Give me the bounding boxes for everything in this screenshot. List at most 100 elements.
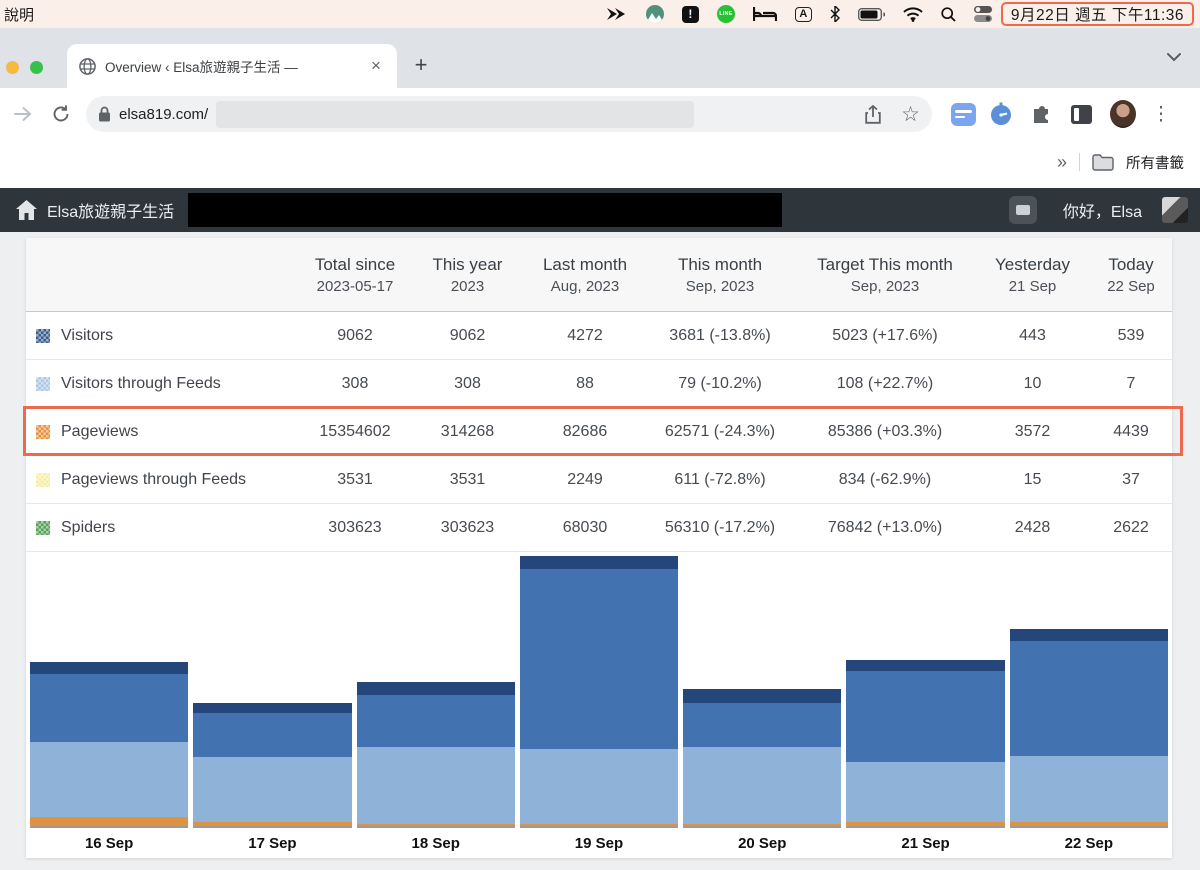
stat-value: 9062 bbox=[410, 327, 525, 345]
lock-icon[interactable] bbox=[98, 106, 111, 122]
row-label-cell: Visitors through Feeds bbox=[26, 375, 300, 393]
chart-bar bbox=[1010, 629, 1168, 828]
table-row: Pageviews through Feeds353135312249611 (… bbox=[26, 456, 1172, 504]
stat-value: 2428 bbox=[975, 519, 1090, 537]
chart-x-label: 16 Sep bbox=[30, 828, 188, 858]
bar-segment-light bbox=[193, 757, 351, 822]
row-label: Pageviews bbox=[61, 423, 138, 441]
table-row: Visitors9062906242723681 (-13.8%)5023 (+… bbox=[26, 312, 1172, 360]
bar-segment-dark bbox=[520, 556, 678, 569]
user-greeting-link[interactable]: 你好，Elsa bbox=[1063, 198, 1142, 222]
extension-timer-icon[interactable] bbox=[988, 102, 1014, 126]
bar-segment-medium bbox=[683, 703, 841, 747]
mountain-app-icon[interactable] bbox=[646, 5, 664, 23]
globe-favicon bbox=[79, 58, 96, 75]
reload-button[interactable] bbox=[48, 105, 74, 123]
chart-bar bbox=[193, 703, 351, 828]
legend-swatch bbox=[36, 425, 50, 439]
shortcuts-icon[interactable] bbox=[606, 7, 628, 21]
stat-value: 303623 bbox=[300, 519, 410, 537]
legend-swatch bbox=[36, 377, 50, 391]
stat-value: 76842 (+13.0%) bbox=[795, 519, 975, 537]
bar-segment-dark bbox=[846, 660, 1004, 671]
bookmark-star-icon[interactable]: ☆ bbox=[901, 102, 920, 127]
side-panel-icon[interactable] bbox=[1068, 105, 1094, 124]
stat-value: 62571 (-24.3%) bbox=[645, 423, 795, 441]
line-icon[interactable]: LINE bbox=[717, 5, 735, 23]
row-label-cell: Spiders bbox=[26, 519, 300, 537]
profile-avatar[interactable] bbox=[1110, 100, 1136, 128]
macos-menu-bar: 說明 ! LINE A 9月22日 週五 下午11:36 bbox=[0, 0, 1200, 28]
table-row: Pageviews153546023142688268662571 (-24.3… bbox=[26, 408, 1172, 456]
stat-value: 108 (+22.7%) bbox=[795, 375, 975, 393]
comments-icon[interactable] bbox=[1009, 196, 1037, 224]
column-header: Target This monthSep, 2023 bbox=[795, 255, 975, 295]
zoom-button[interactable] bbox=[30, 61, 43, 74]
menu-item-help[interactable]: 說明 bbox=[4, 4, 34, 25]
url-text[interactable]: elsa819.com/ bbox=[119, 106, 208, 123]
wifi-icon[interactable] bbox=[903, 7, 923, 22]
chart-x-label: 22 Sep bbox=[1010, 828, 1168, 858]
all-bookmarks-button[interactable]: 所有書籤 bbox=[1126, 152, 1184, 173]
stats-header: Total since2023-05-17This year2023Last m… bbox=[26, 238, 1172, 312]
wp-user-avatar[interactable] bbox=[1162, 197, 1188, 223]
bluetooth-icon[interactable] bbox=[830, 6, 840, 22]
chart-labels: 16 Sep17 Sep18 Sep19 Sep20 Sep21 Sep22 S… bbox=[26, 828, 1172, 858]
share-icon[interactable] bbox=[865, 105, 881, 124]
chart-bar bbox=[30, 662, 188, 828]
column-header-label: Yesterday bbox=[975, 255, 1090, 275]
bar-segment-light bbox=[357, 747, 515, 824]
stat-value: 4272 bbox=[525, 327, 645, 345]
site-title-link[interactable]: Elsa旅遊親子生活 bbox=[47, 198, 174, 222]
stat-value: 443 bbox=[975, 327, 1090, 345]
input-source-icon[interactable]: A bbox=[795, 7, 812, 22]
stat-value: 79 (-10.2%) bbox=[645, 375, 795, 393]
bed-icon[interactable] bbox=[753, 7, 777, 21]
column-header: This year2023 bbox=[410, 255, 525, 295]
stat-value: 4439 bbox=[1090, 423, 1172, 441]
minimize-button[interactable] bbox=[6, 61, 19, 74]
bar-segment-dark bbox=[683, 689, 841, 703]
forward-button[interactable] bbox=[10, 106, 36, 122]
home-icon[interactable] bbox=[16, 200, 37, 220]
bar-segment-medium bbox=[193, 713, 351, 757]
menubar-clock[interactable]: 9月22日 週五 下午11:36 bbox=[1001, 2, 1194, 26]
stat-value: 314268 bbox=[410, 423, 525, 441]
stat-value: 308 bbox=[300, 375, 410, 393]
row-label: Pageviews through Feeds bbox=[61, 471, 246, 489]
bookmarks-overflow-icon[interactable]: » bbox=[1057, 152, 1067, 173]
bar-segment-medium bbox=[520, 569, 678, 749]
extensions-puzzle-icon[interactable] bbox=[1028, 103, 1054, 125]
chart-bar bbox=[357, 682, 515, 828]
chrome-menu-icon[interactable]: ⋮ bbox=[1148, 103, 1174, 126]
new-tab-button[interactable]: + bbox=[407, 52, 435, 78]
browser-tab[interactable]: Overview ‹ Elsa旅遊親子生活 — × bbox=[67, 44, 397, 88]
bar-segment-dark bbox=[1010, 629, 1168, 641]
battery-icon[interactable] bbox=[858, 8, 885, 21]
stat-value: 56310 (-17.2%) bbox=[645, 519, 795, 537]
chart-x-label: 19 Sep bbox=[520, 828, 678, 858]
spotlight-search-icon[interactable] bbox=[941, 7, 956, 22]
column-header-label: Target This month bbox=[795, 255, 975, 275]
stat-value: 5023 (+17.6%) bbox=[795, 327, 975, 345]
stat-value: 2249 bbox=[525, 471, 645, 489]
clock-text: 9月22日 週五 下午11:36 bbox=[1011, 3, 1184, 25]
column-header-subtitle: 22 Sep bbox=[1090, 278, 1172, 295]
column-header: Total since2023-05-17 bbox=[300, 255, 410, 295]
legend-swatch bbox=[36, 473, 50, 487]
chart-bar bbox=[520, 556, 678, 828]
address-bar[interactable]: elsa819.com/ ☆ bbox=[86, 96, 932, 132]
column-header-label: This year bbox=[410, 255, 525, 275]
control-center-icon[interactable] bbox=[974, 6, 992, 22]
extension-card-icon[interactable] bbox=[950, 103, 976, 126]
tab-close-icon[interactable]: × bbox=[367, 56, 385, 76]
chrome-toolbar: elsa819.com/ ☆ ⋮ bbox=[0, 88, 1200, 140]
row-label-cell: Visitors bbox=[26, 327, 300, 345]
notification-app-icon[interactable]: ! bbox=[682, 6, 699, 23]
tab-search-chevron-icon[interactable] bbox=[1166, 52, 1182, 62]
stat-value: 834 (-62.9%) bbox=[795, 471, 975, 489]
stat-value: 10 bbox=[975, 375, 1090, 393]
row-label-cell: Pageviews through Feeds bbox=[26, 471, 300, 489]
chrome-tab-strip: Overview ‹ Elsa旅遊親子生活 — × + bbox=[0, 28, 1200, 88]
row-label-cell: Pageviews bbox=[26, 423, 300, 441]
